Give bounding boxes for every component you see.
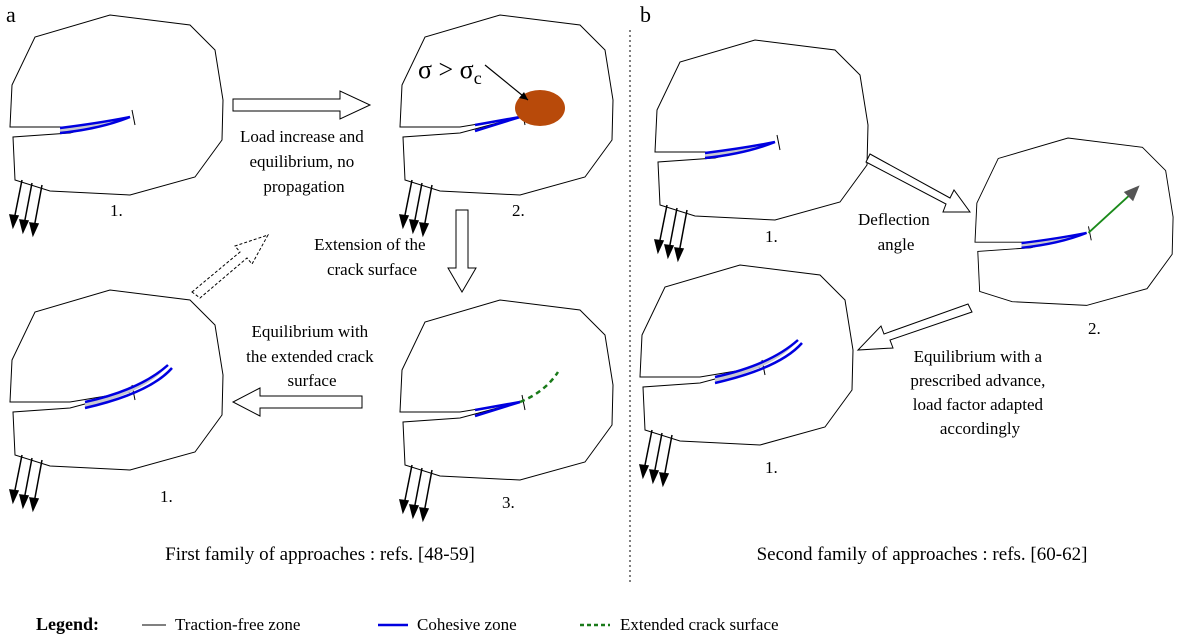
body-a3 xyxy=(399,299,614,521)
legend-item: Traction-free zone xyxy=(175,615,300,634)
step-label: 2. xyxy=(1088,319,1101,338)
legend-item: Cohesive zone xyxy=(417,615,517,634)
step-label: 2. xyxy=(512,201,525,220)
body-b3 xyxy=(639,264,854,486)
body-a1 xyxy=(9,14,224,236)
caption: Second family of approaches : refs. [60-… xyxy=(757,544,1088,565)
arrow-dashed xyxy=(191,234,270,299)
arrow-text: Load increase and equilibrium, no propag… xyxy=(240,127,368,196)
panel-label: b xyxy=(640,2,651,27)
arrow-text: Equilibrium with the extended crack surf… xyxy=(246,322,378,390)
step-label: 1. xyxy=(160,487,173,506)
pointer xyxy=(484,64,529,101)
panel-label: a xyxy=(6,2,16,27)
legend-title: Legend: xyxy=(36,614,99,634)
legend: Legend: Traction-free zone Cohesive zone… xyxy=(36,614,779,634)
body-b2 xyxy=(974,137,1174,306)
arrow-text: Equilibrium with a prescribed advance, l… xyxy=(910,347,1049,438)
body-a2 xyxy=(399,14,614,236)
body-b1 xyxy=(654,39,869,261)
step-label: 1. xyxy=(110,201,123,220)
step-label: 3. xyxy=(502,493,515,512)
body-a4 xyxy=(9,289,224,511)
caption: First family of approaches : refs. [48-5… xyxy=(165,544,475,565)
arrow xyxy=(856,303,973,351)
arrow-text: Extension of the crack surface xyxy=(314,235,430,279)
legend-item: Extended crack surface xyxy=(620,615,779,634)
arrow xyxy=(447,209,477,293)
arrow xyxy=(232,90,372,120)
arrow xyxy=(231,387,363,417)
step-label: 1. xyxy=(765,227,778,246)
arrow-text: Deflection angle xyxy=(858,210,934,254)
arrow xyxy=(865,153,971,213)
step-label: 1. xyxy=(765,458,778,477)
stress-label: σ > σc xyxy=(418,55,482,88)
